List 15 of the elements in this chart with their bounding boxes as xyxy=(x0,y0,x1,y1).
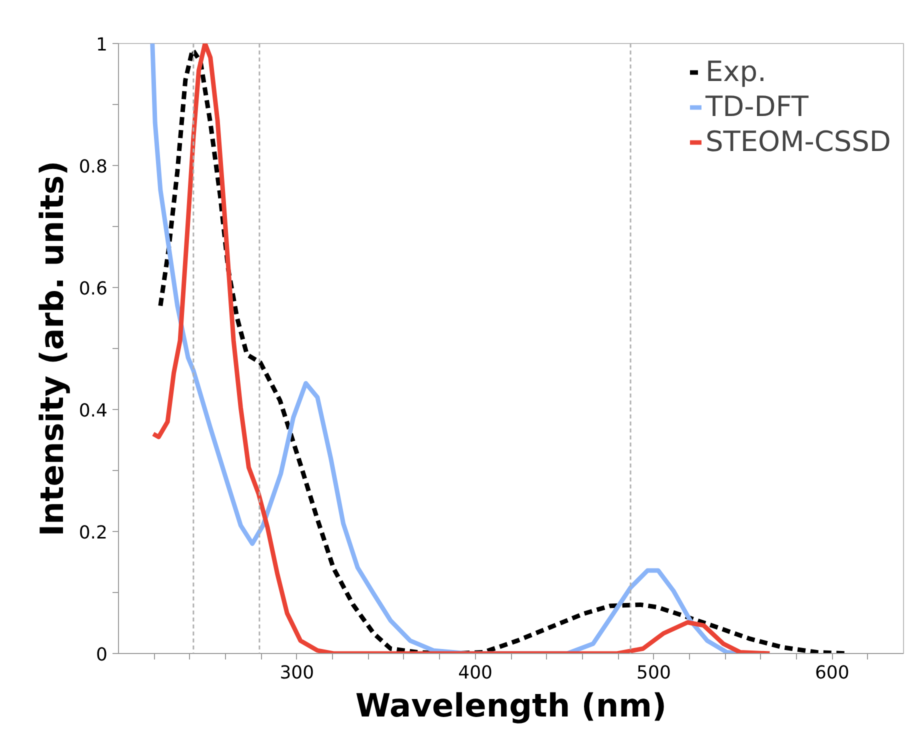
x-tick-label: 500 xyxy=(636,662,671,684)
legend-label: Exp. xyxy=(705,55,766,88)
legend-label: STEOM-CSSD xyxy=(705,125,891,158)
y-tick-label: 0.4 xyxy=(78,400,108,422)
x-tick-label: 300 xyxy=(280,662,314,684)
y-tick-label: 0.2 xyxy=(78,522,108,544)
y-tick-label: 0.8 xyxy=(78,156,108,178)
x-tick-label: 600 xyxy=(814,662,850,684)
x-axis-title: Wavelength (nm) xyxy=(355,686,667,724)
y-tick-label: 1 xyxy=(96,34,108,56)
x-tick-label: 400 xyxy=(458,662,492,684)
y-tick-label: 0 xyxy=(96,644,108,666)
y-tick-label: 0.6 xyxy=(78,278,108,300)
y-axis-title: Intensity (arb. units) xyxy=(32,160,71,536)
legend-label: TD-DFT xyxy=(705,90,809,123)
